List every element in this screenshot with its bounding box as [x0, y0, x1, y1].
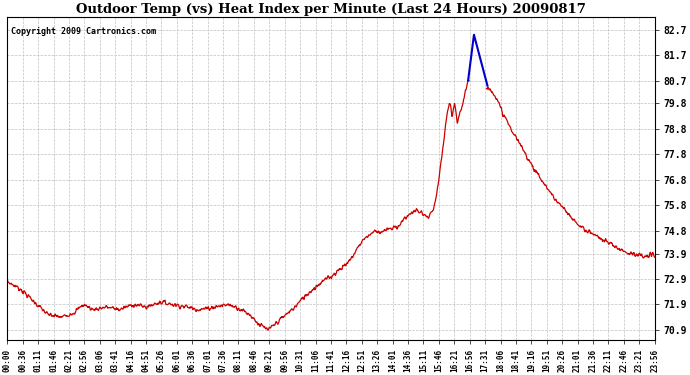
Title: Outdoor Temp (vs) Heat Index per Minute (Last 24 Hours) 20090817: Outdoor Temp (vs) Heat Index per Minute …: [76, 3, 586, 16]
Text: Copyright 2009 Cartronics.com: Copyright 2009 Cartronics.com: [10, 27, 155, 36]
